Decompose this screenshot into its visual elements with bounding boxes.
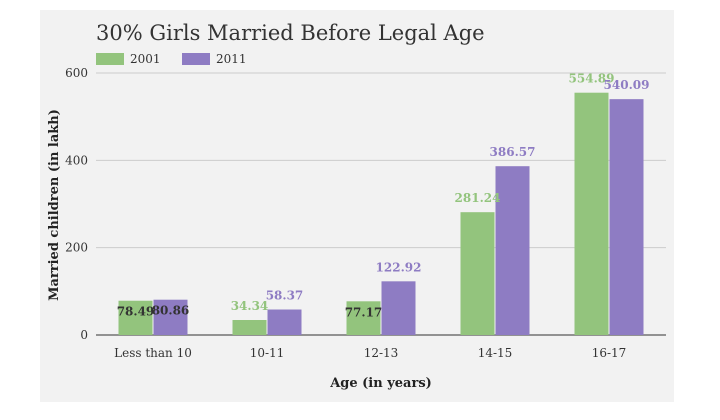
x-axis: Less than 10 10-11 12-13 14-15 16-17 — [114, 346, 626, 360]
x-tick-label: 12-13 — [364, 346, 399, 360]
bar-2001-2 — [346, 301, 381, 335]
x-axis-title: Age (in years) — [329, 376, 432, 391]
legend-label-2011: 2011 — [216, 52, 247, 66]
bar-2001-0 — [118, 300, 153, 335]
data-label-2001-0: 78.49 — [117, 305, 155, 319]
y-tick-label: 0 — [80, 328, 88, 342]
bar-chart: 30% Girls Married Before Legal Age 2001 2… — [47, 21, 666, 391]
data-label-2011-1: 58.37 — [266, 289, 304, 303]
x-tick-label: 16-17 — [592, 346, 627, 360]
bars — [118, 92, 644, 336]
legend: 2001 2011 — [96, 52, 247, 66]
data-label-2011-0: 80.86 — [152, 304, 190, 318]
bar-2011-0 — [153, 299, 188, 335]
bar-2011-1 — [267, 309, 302, 335]
x-tick-label: 10-11 — [250, 346, 285, 360]
y-axis: 0 200 400 600 — [65, 66, 666, 342]
gridlines — [96, 72, 666, 249]
bar-2011-4 — [609, 99, 644, 335]
y-tick-label: 400 — [65, 153, 88, 167]
chart-title: 30% Girls Married Before Legal Age — [96, 21, 485, 45]
chart-panel: 30% Girls Married Before Legal Age 2001 2… — [40, 10, 674, 402]
bar-2011-3 — [495, 166, 530, 335]
legend-label-2001: 2001 — [130, 52, 161, 66]
bar-2001-3 — [460, 212, 495, 335]
legend-swatch-2011 — [182, 53, 210, 65]
y-axis-title: Married children (in lakh) — [47, 109, 62, 301]
bar-2001-1 — [232, 320, 267, 335]
x-tick-label: Less than 10 — [114, 346, 192, 360]
data-label-2011-2: 122.92 — [376, 260, 422, 274]
data-label-2001-1: 34.34 — [231, 299, 269, 313]
bar-2001-4 — [574, 92, 609, 336]
data-label-2001-4: 554.89 — [569, 72, 615, 86]
data-label-2001-2: 77.17 — [345, 305, 383, 319]
data-label-2001-3: 281.24 — [455, 191, 501, 205]
data-label-2011-3: 386.57 — [490, 145, 536, 159]
legend-swatch-2001 — [96, 53, 124, 65]
y-tick-label: 200 — [65, 241, 88, 255]
bar-2011-2 — [381, 281, 416, 335]
y-tick-label: 600 — [65, 66, 88, 80]
x-tick-label: 14-15 — [478, 346, 513, 360]
data-label-2011-4: 540.09 — [604, 78, 650, 92]
